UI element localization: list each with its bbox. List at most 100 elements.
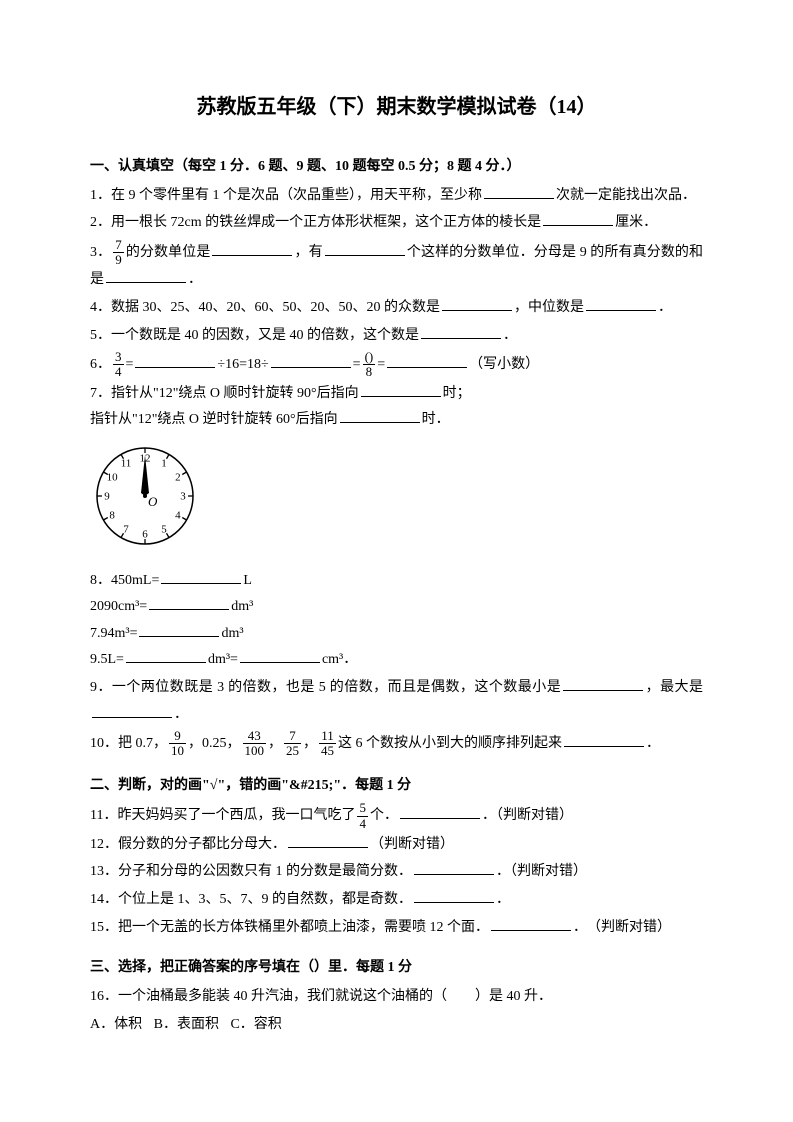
q11-text-c: ．（判断对错） (482, 808, 573, 823)
q8: 8．450mL=L 2090cm³=dm³ 7.94m³=dm³ 9.5L=dm… (90, 568, 703, 674)
frac-num: 43 (243, 729, 267, 744)
frac-5-4: 54 (357, 801, 368, 831)
frac-num: () (363, 350, 376, 365)
q9-blank1[interactable] (563, 675, 643, 691)
q9: 9．一个两位数既是 3 的倍数，也是 5 的倍数，而且是偶数，这个数最小是，最大… (90, 675, 703, 728)
section1-header: 一、认真填空（每空 1 分．6 题、9 题、10 题每空 0.5 分；8 题 4… (90, 154, 703, 181)
q7-text-d: 时． (422, 412, 450, 427)
q3-blank3[interactable] (106, 267, 186, 283)
q4-text-b: ，中位数是 (514, 300, 584, 315)
q16-option-a[interactable]: A．体积 (90, 1017, 142, 1032)
q8-blank2[interactable] (149, 594, 229, 610)
q10-text-d: ， (303, 736, 317, 751)
svg-text:4: 4 (175, 509, 181, 521)
q6-text-b: = (126, 357, 134, 372)
q16: 16．一个油桶最多能装 40 升汽油，我们就说这个油桶的（ ）是 40 升． A… (90, 984, 703, 1039)
q6-text-c: ÷16=18÷ (217, 357, 268, 372)
frac-num: 7 (284, 729, 301, 744)
q1: 1．在 9 个零件里有 1 个是次品（次品重些），用天平称，至少称 次就一定能找出… (90, 183, 703, 210)
q15-text-a: 15．把一个无盖的长方体铁桶里外都喷上油漆，需要喷 12 个面． (90, 920, 489, 935)
q8-text-f: dm³ (221, 626, 243, 641)
q4-text-a: 4．数据 30、25、40、20、60、50、20、50、20 的众数是 (90, 300, 440, 315)
svg-text:8: 8 (109, 509, 115, 521)
q15-text-b: ． （判断对错） (573, 920, 671, 935)
q7-blank1[interactable] (361, 381, 441, 397)
frac-num: 5 (357, 801, 368, 816)
q14: 14．个位上是 1、3、5、7、9 的自然数，都是奇数．． (90, 887, 703, 914)
q11-text-b: 个． (370, 808, 398, 823)
q1-text-b: 次就一定能找出次品． (556, 188, 696, 203)
q16-options: A．体积 B．表面积 C．容积 (90, 1012, 703, 1039)
q16-option-c[interactable]: C．容积 (230, 1017, 281, 1032)
q9-blank2[interactable] (92, 702, 172, 718)
q3-blank2[interactable] (325, 240, 405, 256)
frac-den: 25 (284, 744, 301, 758)
q2: 2．用一根长 72cm 的铁丝焊成一个正方体形状框架，这个正方体的棱长是厘米． (90, 210, 703, 237)
q10-blank[interactable] (564, 731, 644, 747)
q8-text-d: dm³ (231, 599, 253, 614)
q4-blank1[interactable] (442, 295, 512, 311)
frac-den: 8 (363, 365, 376, 379)
q16-text: 16．一个油桶最多能装 40 升汽油，我们就说这个油桶的（ ）是 40 升． (90, 989, 552, 1004)
q2-blank[interactable] (543, 210, 613, 226)
q7-text-a: 7．指针从"12"绕点 O 顺时针旋转 90°后指向 (90, 386, 359, 401)
q6-text-d: = (353, 357, 361, 372)
q3-blank1[interactable] (212, 240, 292, 256)
q11: 11．昨天妈妈买了一个西瓜，我一口气吃了54个． ．（判断对错） (90, 801, 703, 831)
q15-blank[interactable] (491, 915, 571, 931)
q12-text-b: （判断对错） (370, 837, 454, 852)
q6-blank1[interactable] (135, 352, 215, 368)
q12-blank[interactable] (288, 832, 368, 848)
frac-den: 4 (357, 817, 368, 831)
q13-blank[interactable] (414, 859, 494, 875)
q4-text-c: ． (658, 300, 672, 315)
q3-text-b: 的分数单位是 (126, 245, 211, 260)
svg-text:10: 10 (107, 471, 119, 483)
q1-blank[interactable] (484, 183, 554, 199)
frac-num: 3 (113, 350, 124, 365)
svg-text:7: 7 (123, 523, 129, 535)
q4: 4．数据 30、25、40、20、60、50、20、50、20 的众数是 ，中位数… (90, 295, 703, 322)
q7-text-b: 时； (443, 386, 471, 401)
q6-blank2[interactable] (271, 352, 351, 368)
q10-text-b: ，0.25， (188, 736, 241, 751)
frac-3-4: 34 (113, 350, 124, 380)
q6-blank3[interactable] (387, 352, 467, 368)
frac-7-9: 79 (113, 238, 124, 268)
q15: 15．把一个无盖的长方体铁桶里外都喷上油漆，需要喷 12 个面． ． （判断对错） (90, 915, 703, 942)
section3-header: 三、选择，把正确答案的序号填在（）里．每题 1 分 (90, 955, 703, 982)
q10-text-a: 10．把 0.7， (90, 736, 167, 751)
q13-text: 13．分子和分母的公因数只有 1 的分数是最简分数． (90, 864, 412, 879)
svg-text:9: 9 (104, 490, 110, 502)
q3-text-e: ． (188, 272, 202, 287)
q9-text-c: ． (174, 707, 188, 722)
q5-text-a: 5．一个数既是 40 的因数，又是 40 的倍数，这个数是 (90, 328, 419, 343)
frac-num: 9 (169, 729, 186, 744)
q8-blank4[interactable] (126, 647, 206, 663)
q3: 3．79的分数单位是，有个这样的分数单位．分母是 9 的所有真分数的和是． (90, 238, 703, 294)
q7-blank2[interactable] (340, 407, 420, 423)
frac-den: 100 (243, 744, 267, 758)
q3-text-a: 3． (90, 245, 111, 260)
q4-blank2[interactable] (586, 295, 656, 311)
q11-blank[interactable] (400, 803, 480, 819)
q8-blank3[interactable] (139, 621, 219, 637)
section2-header: 二、判断，对的画"√"，错的画"&#215;"．每题 1 分 (90, 773, 703, 800)
q16-option-b[interactable]: B．表面积 (154, 1017, 219, 1032)
q8-blank1[interactable] (161, 568, 241, 584)
q14-blank[interactable] (414, 887, 494, 903)
q11-text-a: 11．昨天妈妈买了一个西瓜，我一口气吃了 (90, 808, 355, 823)
q8-text-g: 9.5L= (90, 652, 124, 667)
q1-text-a: 1．在 9 个零件里有 1 个是次品（次品重些），用天平称，至少称 (90, 188, 482, 203)
q8-blank5[interactable] (240, 647, 320, 663)
frac-7-25: 725 (284, 729, 301, 759)
q6-text-a: 6． (90, 357, 111, 372)
q8-text-e: 7.94m³= (90, 626, 137, 641)
q6: 6．34=÷16=18÷=()8=（写小数） (90, 350, 703, 380)
q5-blank[interactable] (421, 323, 501, 339)
frac-den: 10 (169, 744, 186, 758)
svg-text:1: 1 (161, 458, 167, 470)
svg-text:11: 11 (121, 458, 132, 470)
q2-text-a: 2．用一根长 72cm 的铁丝焊成一个正方体形状框架，这个正方体的棱长是 (90, 215, 541, 230)
q12-text: 12．假分数的分子都比分母大． (90, 837, 286, 852)
